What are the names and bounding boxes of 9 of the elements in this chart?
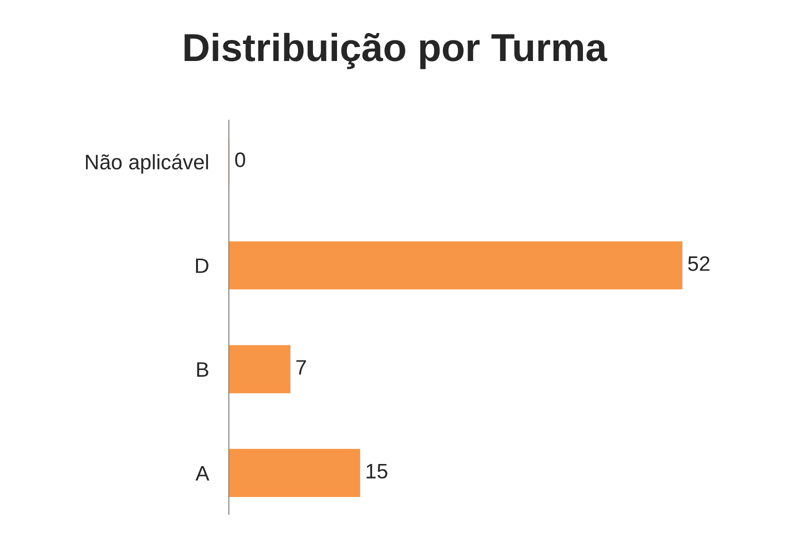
data-label: 52 bbox=[688, 256, 710, 271]
data-label: 7 bbox=[296, 360, 306, 375]
y-tick-label: Não aplicável bbox=[86, 154, 208, 174]
y-tick-label: A bbox=[196, 466, 210, 480]
chart-title: Distribuição por Turma bbox=[184, 32, 608, 70]
data-label: 15 bbox=[366, 464, 388, 479]
y-tick-label: D bbox=[196, 258, 208, 273]
data-label: 0 bbox=[235, 152, 246, 168]
y-tick-label: B bbox=[197, 362, 208, 377]
